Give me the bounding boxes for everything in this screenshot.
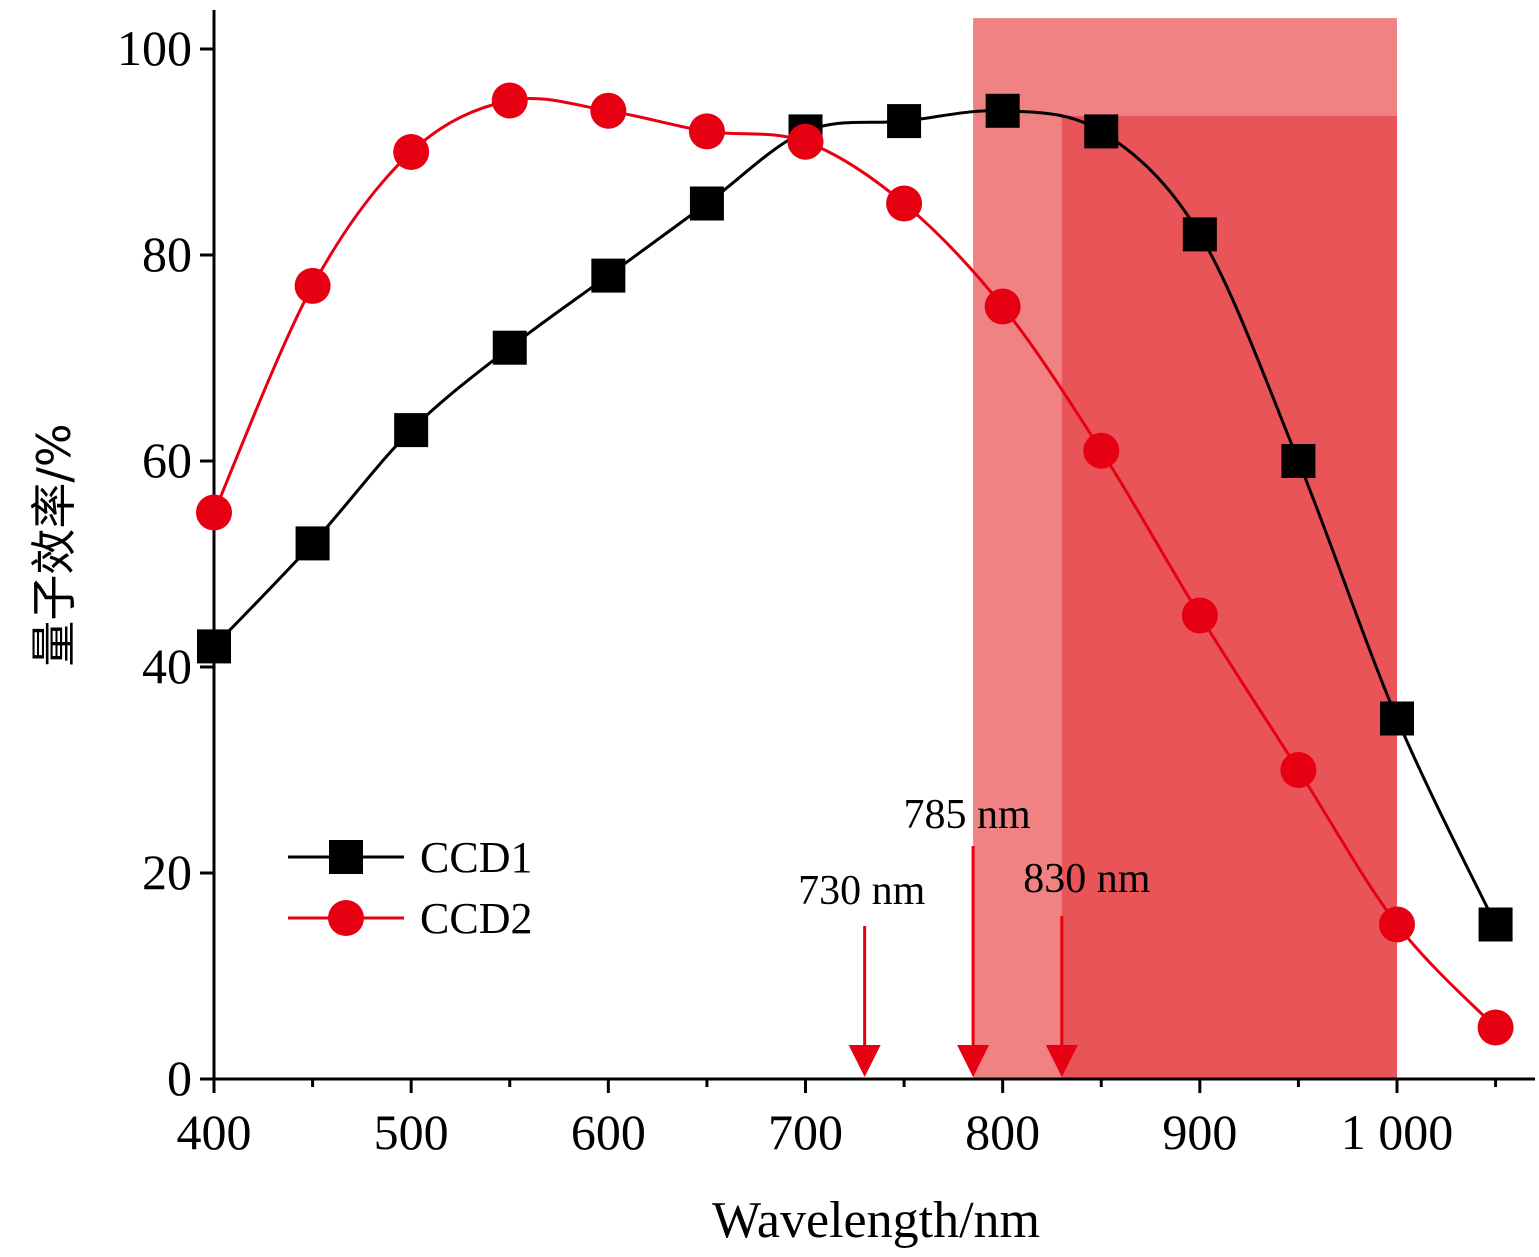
series-markers xyxy=(196,82,1514,1046)
legend-marker-ccd1 xyxy=(329,840,363,874)
x-tick-label: 600 xyxy=(571,1104,646,1160)
shaded-region-2 xyxy=(1061,115,1397,1079)
annotation-label: 730 nm xyxy=(798,868,926,914)
annotation-label: 830 nm xyxy=(1023,856,1151,902)
legend-label-ccd2: CCD2 xyxy=(420,894,532,943)
data-point-ccd1 xyxy=(197,629,231,664)
data-point-ccd1 xyxy=(985,93,1020,128)
data-point-ccd2 xyxy=(590,92,627,129)
x-tick-label: 1 000 xyxy=(1341,1104,1454,1160)
y-axis-title-wrap: 量子效率/% xyxy=(27,423,81,666)
data-point-ccd1 xyxy=(1084,114,1119,149)
data-point-ccd1 xyxy=(689,186,724,221)
data-point-ccd2 xyxy=(196,494,232,531)
data-point-ccd2 xyxy=(1280,752,1317,788)
data-point-ccd1 xyxy=(1281,444,1316,478)
y-tick-label: 80 xyxy=(142,226,192,282)
wavelength-annotations: 730 nm 785 nm 830 nm xyxy=(798,792,1151,1077)
data-point-ccd2 xyxy=(393,134,430,170)
data-point-ccd2 xyxy=(787,123,824,160)
data-point-ccd1 xyxy=(1380,701,1414,736)
y-tick-label: 100 xyxy=(117,20,192,76)
annotation-label: 785 nm xyxy=(904,792,1032,838)
data-point-ccd1 xyxy=(887,104,922,139)
legend: CCD1 CCD2 xyxy=(288,833,532,943)
data-point-ccd1 xyxy=(492,330,527,365)
data-point-ccd1 xyxy=(394,413,429,448)
y-tick-label: 0 xyxy=(167,1050,192,1106)
x-tick-label: 900 xyxy=(1162,1104,1237,1160)
x-tick-label: 400 xyxy=(177,1104,252,1160)
x-tick-label: 700 xyxy=(768,1104,843,1160)
shaded-regions xyxy=(973,18,1397,1080)
data-point-ccd1 xyxy=(1478,907,1513,942)
data-point-ccd1 xyxy=(295,526,330,561)
y-tick-label: 60 xyxy=(142,432,192,488)
data-point-ccd2 xyxy=(1379,906,1415,943)
annotation-arrow-head xyxy=(1045,1045,1078,1077)
data-point-ccd2 xyxy=(491,82,528,119)
axes: 0 20 40 60 80 100 400 500 600 700 800 900 1 000 xyxy=(117,10,1535,1160)
legend-marker-ccd2 xyxy=(328,900,364,936)
x-axis-title: Wavelength/nm xyxy=(712,1192,1040,1249)
y-axis-title: 量子效率/% xyxy=(27,423,81,666)
legend-label-ccd1: CCD1 xyxy=(420,833,532,882)
data-point-ccd1 xyxy=(1182,217,1217,252)
data-point-ccd2 xyxy=(1181,597,1218,634)
annotation-arrow-head xyxy=(848,1045,881,1077)
data-point-ccd2 xyxy=(688,113,725,150)
data-point-ccd2 xyxy=(294,267,331,304)
y-tick-label: 20 xyxy=(142,844,192,900)
data-point-ccd2 xyxy=(1477,1009,1514,1046)
annotation-arrow-head xyxy=(957,1045,990,1077)
x-tick-label: 800 xyxy=(965,1104,1040,1160)
data-point-ccd2 xyxy=(886,185,923,222)
x-tick-label: 500 xyxy=(374,1104,449,1160)
data-point-ccd2 xyxy=(984,288,1021,325)
data-point-ccd1 xyxy=(591,258,626,293)
y-tick-label: 40 xyxy=(142,638,192,694)
data-point-ccd2 xyxy=(1083,432,1120,469)
